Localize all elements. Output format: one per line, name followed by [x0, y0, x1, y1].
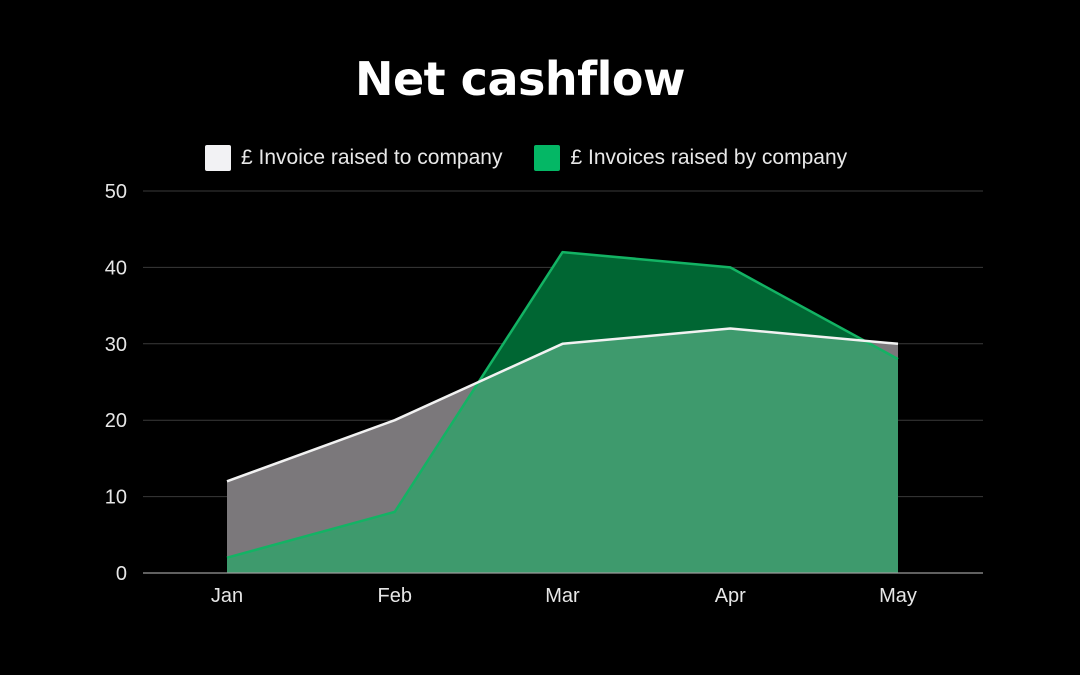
y-tick-label: 20 — [105, 410, 127, 432]
line-invoices-by-company — [226, 250, 899, 559]
legend-item-invoice-to-company: £ Invoice raised to company — [205, 145, 502, 171]
legend-label-invoice-to-company: £ Invoice raised to company — [241, 146, 503, 169]
y-tick-label: 50 — [105, 181, 127, 203]
legend-label-invoices-by-company: £ Invoices raised by company — [570, 146, 848, 169]
y-tick-label: 10 — [105, 487, 127, 509]
y-tick-label: 0 — [116, 563, 127, 585]
y-tick-label: 40 — [105, 257, 127, 279]
legend-swatch-invoices-by-company — [534, 145, 561, 171]
legend: £ Invoice raised to company £ Invoices r… — [205, 143, 879, 173]
x-axis-tick-labels: Jan Feb Mar Apr May — [211, 585, 917, 607]
legend-item-invoices-by-company: £ Invoices raised by company — [534, 145, 847, 171]
y-axis-tick-labels: 0 10 20 30 40 50 — [105, 181, 127, 585]
legend-swatch-invoice-to-company — [205, 145, 231, 171]
area-series — [227, 252, 898, 573]
series-lines — [226, 250, 899, 559]
line-invoice-to-company — [226, 327, 899, 483]
area-overlap — [227, 328, 898, 573]
chart-title: Net cashflow — [354, 52, 686, 106]
y-tick-label: 30 — [105, 334, 127, 356]
x-tick-label: Mar — [545, 585, 580, 607]
x-tick-label: May — [879, 585, 917, 607]
x-tick-label: Apr — [715, 585, 746, 607]
x-tick-label: Feb — [378, 585, 412, 607]
x-tick-label: Jan — [211, 585, 243, 607]
